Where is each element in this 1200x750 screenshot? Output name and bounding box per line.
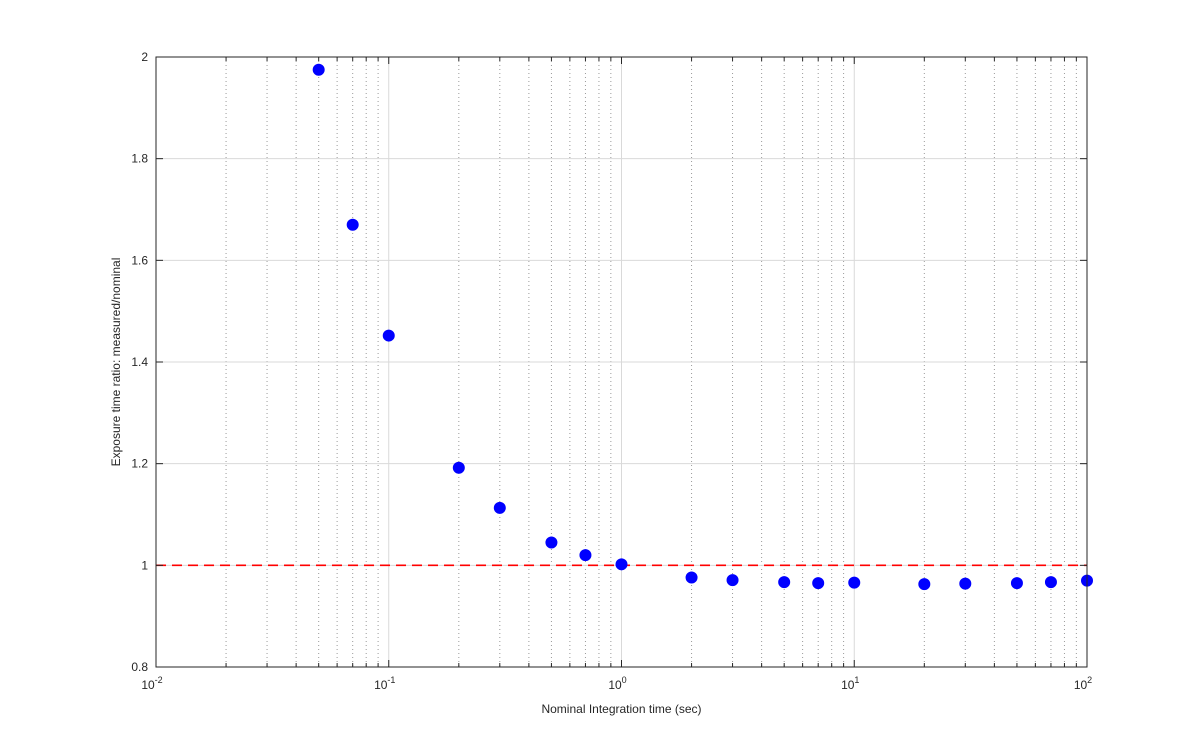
data-point <box>848 576 861 589</box>
data-point <box>579 549 592 562</box>
x-tick-label: 10-2 <box>141 675 162 692</box>
data-point <box>382 329 395 342</box>
data-point <box>545 536 558 549</box>
tick-marks <box>155 56 1087 668</box>
y-tick-label: 0.8 <box>131 660 148 674</box>
y-tick-label: 1.4 <box>131 355 148 369</box>
x-tick-labels: 10-2 10-1 100 101 102 <box>141 675 1092 692</box>
y-tick-labels: 0.8 1 1.2 1.4 1.6 1.8 2 <box>131 50 148 674</box>
data-point <box>918 578 931 591</box>
data-point <box>452 461 465 474</box>
data-point <box>959 577 972 590</box>
data-point <box>812 577 825 590</box>
data-point <box>778 576 791 589</box>
y-tick-label: 1.6 <box>131 253 148 267</box>
x-tick-label: 102 <box>1074 675 1092 692</box>
data-point <box>726 574 739 587</box>
data-point <box>1010 577 1023 590</box>
data-points <box>312 63 1093 591</box>
x-tick-label: 10-1 <box>374 675 395 692</box>
data-point <box>312 63 325 76</box>
data-point <box>685 571 698 584</box>
y-tick-label: 1.8 <box>131 152 148 166</box>
data-point <box>346 218 359 231</box>
data-point <box>493 501 506 514</box>
x-axis-label: Nominal Integration time (sec) <box>541 702 701 716</box>
data-point <box>615 558 628 571</box>
data-point <box>1044 576 1057 589</box>
y-axis-label: Exposure time ratio: measured/nominal <box>109 258 123 467</box>
x-tick-label: 101 <box>841 675 859 692</box>
grid <box>155 56 1088 668</box>
y-tick-label: 2 <box>141 50 148 64</box>
y-tick-label: 1 <box>141 558 148 572</box>
y-tick-label: 1.2 <box>131 457 148 471</box>
x-tick-label: 100 <box>608 675 626 692</box>
